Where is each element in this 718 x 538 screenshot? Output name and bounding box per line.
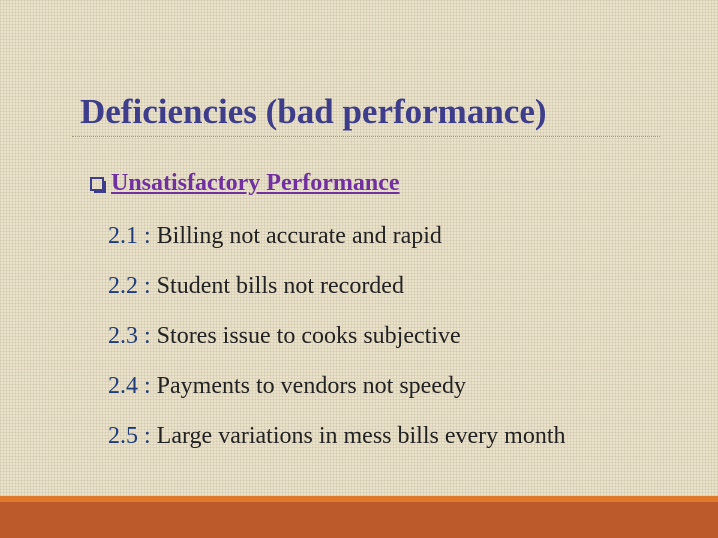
- deficiency-list: 2.1 : Billing not accurate and rapid 2.2…: [108, 220, 565, 470]
- item-separator: :: [138, 423, 157, 449]
- item-number: 2.3: [108, 323, 138, 349]
- section-heading: Unsatisfactory Performance: [111, 170, 400, 196]
- slide-title: Deficiencies (bad performance): [80, 92, 547, 131]
- item-text: Large variations in mess bills every mon…: [156, 423, 566, 449]
- list-item: 2.3 : Stores issue to cooks subjective: [108, 320, 565, 370]
- item-separator: :: [138, 223, 157, 249]
- section-heading-row: Unsatisfactory Performance: [90, 170, 400, 197]
- footer-bar: [0, 496, 718, 538]
- list-item: 2.1 : Billing not accurate and rapid: [108, 220, 565, 270]
- list-item: 2.5 : Large variations in mess bills eve…: [108, 420, 565, 470]
- item-separator: :: [138, 373, 157, 399]
- square-bullet-icon: [90, 177, 106, 193]
- item-number: 2.2: [108, 273, 138, 299]
- item-number: 2.5: [108, 423, 138, 449]
- list-item: 2.2 : Student bills not recorded: [108, 270, 565, 320]
- item-text: Payments to vendors not speedy: [156, 373, 466, 399]
- item-separator: :: [138, 273, 157, 299]
- item-text: Stores issue to cooks subjective: [156, 323, 461, 349]
- item-number: 2.4: [108, 373, 138, 399]
- title-divider: [72, 136, 660, 137]
- item-separator: :: [138, 323, 157, 349]
- item-text: Billing not accurate and rapid: [156, 223, 442, 249]
- item-number: 2.1: [108, 223, 138, 249]
- item-text: Student bills not recorded: [156, 273, 404, 299]
- list-item: 2.4 : Payments to vendors not speedy: [108, 370, 565, 420]
